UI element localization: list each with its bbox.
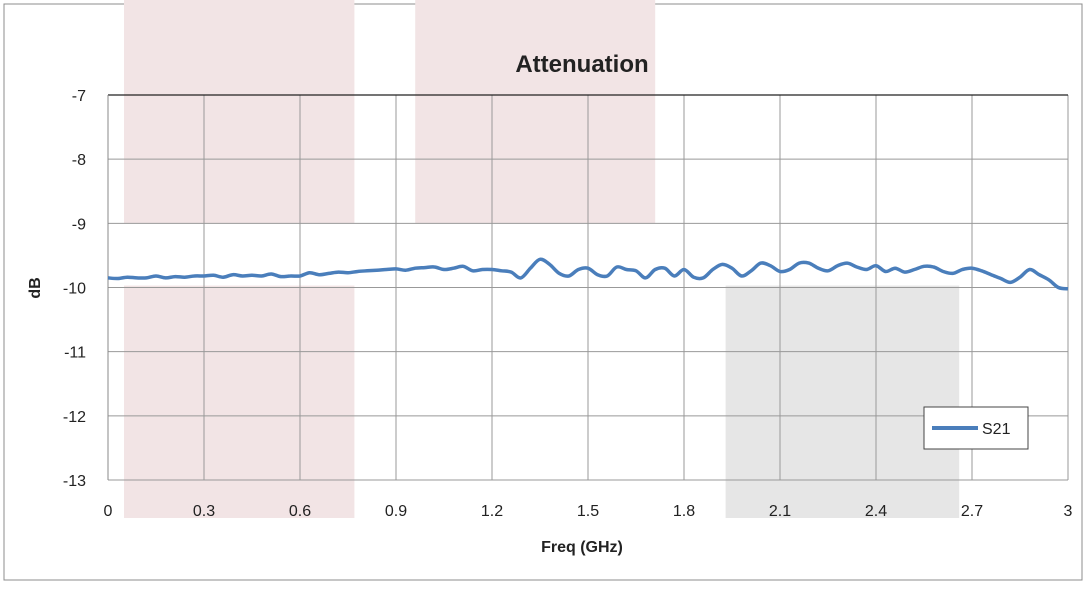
- y-tick-label-3: -10: [63, 281, 86, 298]
- background-bands: [124, 0, 960, 518]
- y-tick-label-2: -9: [72, 216, 86, 233]
- shaded-band-3: [415, 0, 656, 224]
- y-tick-label-1: -8: [72, 152, 86, 169]
- x-tick-label-4: 1.2: [481, 503, 503, 520]
- shaded-band-1: [124, 0, 355, 224]
- x-tick-label-0: 0: [104, 503, 113, 520]
- y-tick-label-6: -13: [63, 473, 86, 490]
- shaded-band-4: [725, 285, 960, 518]
- gridlines: [107, 94, 1069, 481]
- x-tick-label-10: 3: [1064, 503, 1073, 520]
- tick-labels: 0 0.3 0.6 0.9 1.2 1.5 1.8 2.1 2.4 2.7 3 -7 -8 -9 -10 -1…: [63, 88, 1073, 520]
- x-axis-title: Freq (GHz): [541, 539, 623, 556]
- x-tick-label-1: 0.3: [193, 503, 215, 520]
- x-tick-label-6: 1.8: [673, 503, 695, 520]
- y-tick-label-0: -7: [72, 88, 86, 105]
- shaded-band-2: [124, 285, 355, 518]
- x-tick-label-3: 0.9: [385, 503, 407, 520]
- x-tick-label-7: 2.1: [769, 503, 791, 520]
- x-tick-label-5: 1.5: [577, 503, 599, 520]
- x-tick-label-9: 2.7: [961, 503, 983, 520]
- x-tick-label-2: 0.6: [289, 503, 311, 520]
- series-line-s21: [107, 257, 1069, 291]
- y-tick-label-5: -12: [63, 409, 86, 426]
- series-group: [107, 257, 1069, 291]
- chart-title: Attenuation: [515, 51, 648, 78]
- legend-label-s21: S21: [982, 421, 1011, 438]
- legend: S21: [923, 406, 1029, 450]
- y-tick-label-4: -11: [64, 345, 86, 362]
- y-axis-title: dB: [27, 277, 44, 298]
- x-tick-label-8: 2.4: [865, 503, 887, 520]
